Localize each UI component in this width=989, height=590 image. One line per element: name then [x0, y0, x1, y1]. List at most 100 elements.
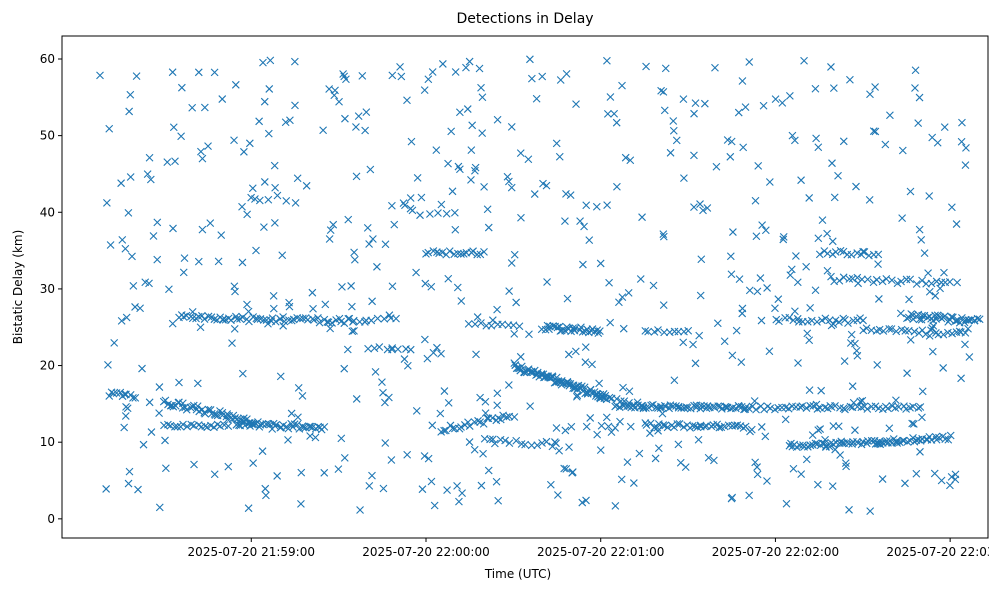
- detection-point: [210, 423, 218, 432]
- detection-point: [924, 269, 932, 278]
- detection-point: [371, 367, 380, 376]
- detection-point: [196, 323, 205, 332]
- detection-point: [958, 314, 966, 322]
- detection-point: [171, 422, 179, 431]
- detection-point: [774, 295, 783, 304]
- detection-point: [717, 404, 726, 413]
- detection-point: [329, 220, 338, 229]
- detection-point: [697, 255, 706, 264]
- detection-point: [656, 404, 665, 413]
- detection-point: [932, 433, 940, 441]
- detection-point: [512, 364, 521, 373]
- detection-point: [428, 421, 437, 430]
- detection-point: [110, 339, 119, 347]
- detection-point: [830, 193, 839, 202]
- detection-point: [453, 481, 461, 490]
- detection-point: [118, 235, 127, 244]
- detection-point: [560, 464, 569, 473]
- detection-point: [915, 315, 924, 324]
- detection-point: [794, 359, 802, 367]
- detection-point: [873, 360, 882, 369]
- detection-point: [526, 402, 535, 410]
- x-axis-label: Time (UTC): [484, 567, 551, 581]
- detection-point: [306, 432, 314, 440]
- detection-point: [674, 440, 683, 449]
- detection-point: [961, 340, 969, 349]
- detection-point: [700, 422, 709, 431]
- detection-point: [516, 352, 525, 361]
- detection-point: [863, 436, 872, 445]
- detection-point: [606, 93, 615, 101]
- detection-point: [265, 85, 274, 93]
- detection-point: [618, 293, 627, 302]
- detection-point: [417, 193, 426, 202]
- detection-point: [798, 402, 807, 411]
- detection-point: [817, 386, 826, 395]
- detection-point: [909, 420, 918, 428]
- detection-point: [285, 298, 293, 307]
- detection-point: [273, 191, 282, 200]
- detection-point: [473, 250, 482, 259]
- detection-point: [648, 400, 657, 409]
- detection-point: [885, 325, 894, 333]
- detection-point: [309, 304, 317, 313]
- detection-point: [644, 327, 652, 336]
- detection-point: [561, 217, 569, 226]
- detection-point: [177, 132, 185, 141]
- detection-point: [418, 485, 427, 494]
- detection-point: [168, 68, 177, 77]
- detection-point: [745, 491, 754, 500]
- detection-point: [771, 304, 779, 313]
- detection-point: [581, 358, 590, 367]
- detection-point: [190, 460, 198, 469]
- detection-point: [284, 435, 292, 444]
- detection-point: [390, 220, 399, 229]
- y-tick-label: 30: [40, 282, 55, 296]
- detection-point: [338, 282, 346, 291]
- detection-point: [179, 268, 188, 277]
- detection-point: [365, 482, 374, 490]
- detection-point: [476, 250, 485, 259]
- detection-point: [352, 395, 361, 403]
- detection-point: [465, 57, 474, 66]
- detection-point: [527, 441, 536, 450]
- detection-point: [145, 398, 154, 407]
- detection-point: [132, 72, 141, 80]
- detection-point: [745, 286, 754, 295]
- detection-point: [362, 108, 371, 117]
- detection-point: [754, 162, 763, 170]
- detection-point: [784, 404, 793, 413]
- detection-point: [937, 278, 946, 287]
- detection-point: [683, 403, 692, 412]
- detection-point: [412, 268, 420, 277]
- detection-point: [270, 218, 279, 227]
- detection-point: [625, 387, 634, 396]
- detection-point: [555, 152, 564, 161]
- detection-point: [885, 424, 894, 433]
- detection-point: [298, 391, 307, 400]
- detection-point: [173, 422, 182, 431]
- detection-point: [512, 436, 521, 445]
- detection-point: [262, 491, 270, 500]
- detection-point: [659, 421, 668, 429]
- detection-point: [117, 179, 125, 188]
- detection-point: [684, 326, 693, 335]
- detection-point: [488, 316, 497, 325]
- detection-point: [904, 313, 913, 322]
- detection-point: [758, 221, 767, 230]
- detection-point: [585, 236, 594, 245]
- detection-point: [898, 214, 907, 222]
- detection-point: [433, 343, 441, 352]
- detection-point: [680, 403, 688, 412]
- detection-point: [481, 409, 490, 417]
- detection-point: [659, 230, 668, 239]
- detection-point: [871, 127, 880, 136]
- detection-point: [243, 300, 251, 309]
- detection-point: [388, 71, 397, 80]
- detection-point: [331, 86, 339, 95]
- detection-point: [657, 86, 665, 95]
- detection-point: [860, 248, 869, 256]
- detection-point: [504, 381, 513, 389]
- detection-point: [714, 402, 723, 411]
- detection-point: [751, 458, 760, 467]
